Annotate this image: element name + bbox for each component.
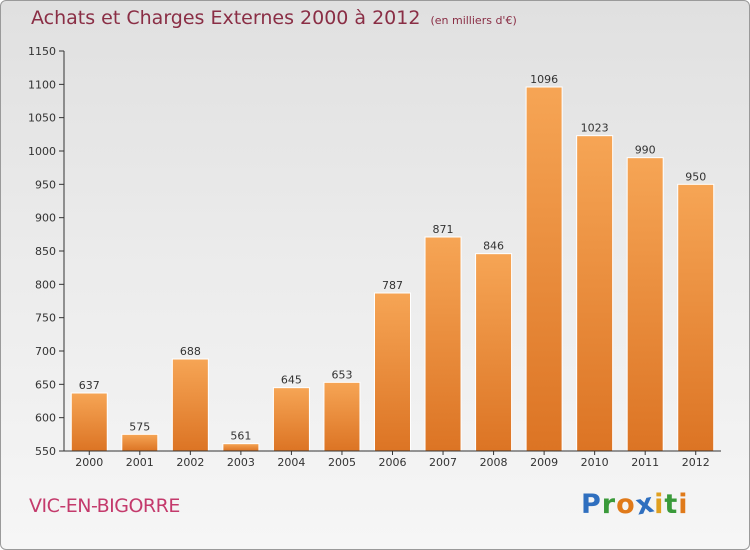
value-label: 871 [433, 223, 454, 236]
value-label: 1023 [581, 122, 609, 135]
y-tick-label: 1150 [28, 45, 56, 58]
chart-title: Achats et Charges Externes 2000 à 2012 [31, 7, 421, 29]
logo-letter: o [616, 489, 636, 520]
x-tick-label: 2000 [75, 456, 103, 469]
y-tick-label: 550 [35, 445, 56, 458]
y-tick-label: 1100 [28, 78, 56, 91]
value-label: 950 [685, 170, 706, 183]
proxiti-logo: Proxiti [581, 487, 689, 521]
logo-letter: t [664, 489, 679, 520]
y-tick-label: 1050 [28, 112, 56, 125]
x-tick-label: 2006 [379, 456, 407, 469]
x-tick-label: 2008 [480, 456, 508, 469]
bar-2003 [222, 443, 260, 452]
logo-letter: i [678, 489, 689, 520]
bar-2008 [475, 253, 513, 452]
bar-2009 [525, 86, 563, 452]
x-tick-label: 2011 [631, 456, 659, 469]
bar-2010 [576, 135, 614, 452]
y-tick-label: 700 [35, 345, 56, 358]
bar-2006 [374, 292, 411, 452]
chart-subtitle: (en milliers d'€) [430, 14, 517, 27]
x-tick-label: 2007 [429, 456, 457, 469]
bar-2004 [272, 387, 310, 452]
x-tick-label: 2003 [227, 456, 255, 469]
axes-group [59, 50, 721, 455]
value-label: 990 [635, 144, 656, 157]
y-tick-label: 750 [35, 312, 56, 325]
commune-name: VIC-EN-BIGORRE [29, 495, 180, 517]
value-label: 561 [230, 430, 251, 443]
y-tick-label: 600 [35, 412, 56, 425]
y-tick-label: 950 [35, 178, 56, 191]
logo-letter: i [654, 489, 665, 520]
bar-2002 [171, 358, 209, 452]
x-tick-label: 2010 [581, 456, 609, 469]
y-tick-label: 850 [35, 245, 56, 258]
labels-group: 637 2000 575 2001 688 2002 561 2003 645 2004 653 20… [28, 45, 710, 469]
x-tick-label: 2012 [682, 456, 710, 469]
x-tick-label: 2009 [530, 456, 558, 469]
y-tick-label: 650 [35, 378, 56, 391]
logo-letter: P [581, 489, 602, 520]
y-tick-label: 1000 [28, 145, 56, 158]
y-tick-label: 800 [35, 278, 56, 291]
value-label: 637 [79, 379, 100, 392]
value-label: 787 [382, 279, 403, 292]
x-tick-label: 2004 [277, 456, 305, 469]
bar-2000 [70, 392, 108, 452]
value-label: 645 [281, 374, 302, 387]
value-label: 1096 [530, 73, 558, 86]
value-label: 846 [483, 240, 504, 253]
x-tick-label: 2001 [126, 456, 154, 469]
x-tick-label: 2002 [176, 456, 204, 469]
x-tick-label: 2005 [328, 456, 356, 469]
logo-letter: r [601, 489, 617, 520]
bar-2012 [677, 183, 715, 452]
bar-2007 [424, 236, 462, 452]
bar-2011 [626, 157, 664, 452]
bar-2005 [323, 381, 361, 452]
y-tick-label: 900 [35, 212, 56, 225]
title-row: Achats et Charges Externes 2000 à 2012 (e… [31, 7, 517, 29]
value-label: 653 [331, 368, 352, 381]
value-label: 688 [180, 345, 201, 358]
bars-group [70, 86, 715, 452]
bar-2001 [121, 433, 159, 452]
value-label: 575 [129, 420, 150, 433]
